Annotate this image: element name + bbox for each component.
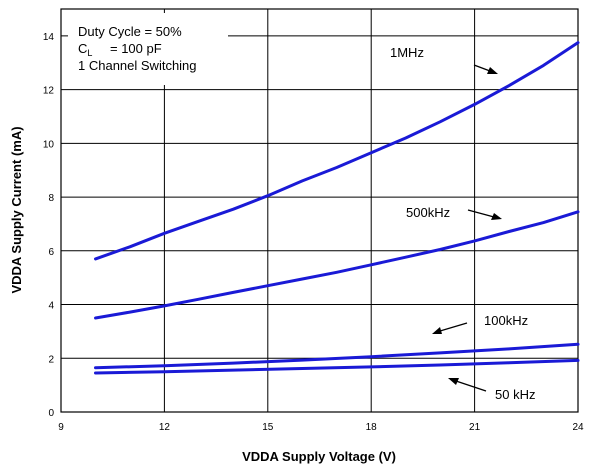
y-tick-label: 4	[48, 301, 54, 312]
series-label-50khz: 50 kHz	[495, 387, 535, 402]
y-tick-label: 8	[48, 193, 54, 204]
arrow-50khz	[448, 378, 487, 392]
y-tick-label: 6	[48, 247, 54, 258]
arrow-1mhz	[473, 64, 498, 74]
series-line-1mhz	[94, 41, 580, 261]
load-capacitance-subscript: L	[87, 48, 92, 58]
x-tick-label: 21	[469, 422, 481, 433]
load-capacitance-note: CL = 100 pF	[78, 41, 162, 58]
series-line-50khz	[94, 358, 580, 375]
load-capacitance-value: = 100 pF	[110, 41, 162, 56]
y-tick-label: 14	[43, 32, 55, 43]
y-tick-label: 10	[43, 139, 55, 150]
channel-switching-note: 1 Channel Switching	[78, 58, 197, 73]
series-label-1mhz: 1MHz	[390, 45, 424, 60]
conditions-box-background	[68, 13, 228, 85]
data-series	[94, 41, 580, 375]
y-tick-label: 12	[43, 86, 55, 97]
series-line-100khz	[94, 342, 580, 370]
arrow-100khz	[432, 322, 468, 334]
series-label-500khz: 500kHz	[406, 205, 450, 220]
x-tick-label: 9	[58, 422, 64, 433]
duty-cycle-note: Duty Cycle = 50%	[78, 24, 182, 39]
series-label-100khz: 100kHz	[484, 313, 528, 328]
x-tick-label: 18	[366, 422, 378, 433]
y-axis-title: VDDA Supply Current (mA)	[9, 126, 24, 293]
y-tick-label: 2	[48, 354, 54, 365]
series-line-500khz	[94, 210, 580, 320]
arrow-500khz	[467, 209, 502, 220]
y-tick-label: 0	[48, 408, 54, 419]
x-axis-title: VDDA Supply Voltage (V)	[242, 449, 396, 464]
x-tick-label: 24	[572, 422, 584, 433]
load-capacitance-symbol: C	[78, 41, 87, 56]
x-tick-label: 12	[159, 422, 171, 433]
x-tick-label: 15	[262, 422, 274, 433]
